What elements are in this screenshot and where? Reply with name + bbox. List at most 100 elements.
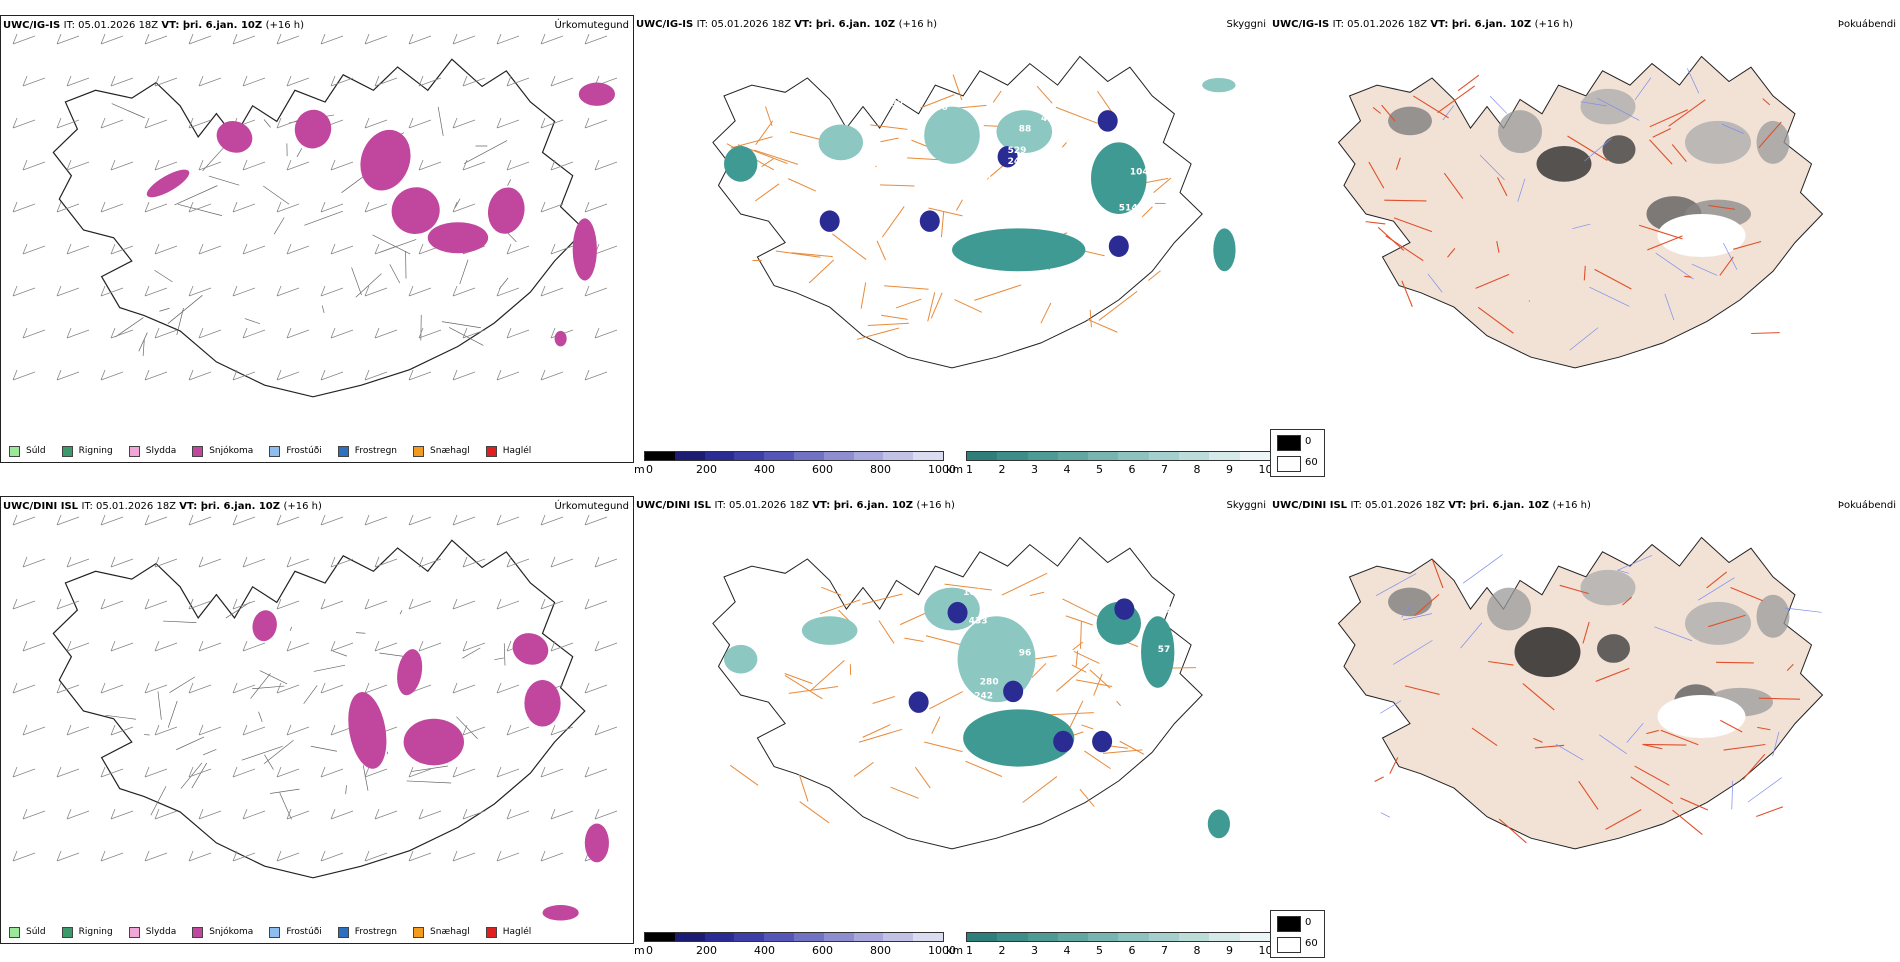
legend-swatch (129, 446, 140, 457)
legend-item: Rigning (62, 927, 113, 938)
road-line (1716, 662, 1754, 663)
colorbar-step (1118, 933, 1148, 941)
visibility-value-label: 112 (935, 186, 954, 196)
legend-label: Snjókoma (209, 446, 253, 456)
legend-swatch (486, 927, 497, 938)
wind-barb (57, 767, 79, 777)
colorbar-step (794, 933, 824, 941)
wind-barb (585, 599, 607, 609)
glacier-area (1658, 695, 1746, 738)
wind-barb (321, 34, 343, 44)
road-line (1375, 777, 1384, 782)
wind-barb (585, 370, 607, 380)
key-swatch (1277, 916, 1301, 932)
colorbar-step (883, 452, 913, 460)
wind-barb (321, 515, 343, 525)
visibility-value-label: 273 (1152, 606, 1171, 616)
wind-barb (13, 118, 35, 128)
legend-item: Snæhagl (413, 446, 470, 457)
legend-swatch (413, 446, 424, 457)
visibility-panel: UWC/DINI ISL IT: 05.01.2026 18Z VT: þri.… (634, 496, 1270, 944)
fog-map (1270, 496, 1900, 944)
legend-item: Haglél (486, 927, 532, 938)
key-label: 0 (1305, 917, 1311, 928)
wind-barb (497, 851, 519, 861)
visibility-value-label: 88 (1019, 125, 1032, 135)
colorbar-tick: 6 (1129, 463, 1136, 476)
legend-label: Snæhagl (430, 927, 470, 937)
colorbar-step (913, 452, 943, 460)
wind-barb (585, 515, 607, 525)
visibility-value-label: 537 (885, 100, 904, 110)
colorbar-tick: 4 (1064, 944, 1071, 957)
legend-label: Frostregn (355, 446, 397, 456)
wind-barb (287, 557, 309, 567)
wind-barb (23, 328, 45, 338)
legend-label: Snæhagl (430, 446, 470, 456)
road-line (1751, 333, 1779, 334)
wind-barb (23, 160, 45, 170)
key-swatch (1277, 937, 1301, 953)
wind-barb (111, 76, 133, 86)
colorbar-step (967, 933, 997, 941)
road-line (115, 318, 143, 337)
wind-barb (585, 202, 607, 212)
fog-index-area (1498, 110, 1542, 153)
legend-swatch (9, 446, 20, 457)
wind-barb (277, 34, 299, 44)
colorbar-unit: km (946, 463, 963, 476)
wind-barb (507, 809, 529, 819)
legend-item: Snjókoma (192, 927, 253, 938)
wind-barb (101, 515, 123, 525)
colorbar-step (1088, 452, 1118, 460)
low-visibility-area (924, 107, 980, 164)
legend-swatch (62, 446, 73, 457)
wind-barb (57, 370, 79, 380)
key-label: 0 (1305, 436, 1311, 447)
visibility-value-label: 319 (1013, 207, 1032, 217)
fog-index-area (1757, 595, 1790, 638)
precip-map (1, 16, 634, 440)
snow-area (428, 222, 488, 253)
low-visibility-area (819, 125, 863, 161)
legend-swatch (269, 927, 280, 938)
wind-barb (497, 515, 519, 525)
legend-item: Rigning (62, 446, 113, 457)
visibility-value-label: 144 (1102, 214, 1121, 224)
wind-barb (409, 515, 431, 525)
wind-barb (57, 515, 79, 525)
low-visibility-area (1208, 810, 1230, 839)
road-line (876, 166, 877, 167)
colorbar-step (794, 452, 824, 460)
colorbar-step (1149, 452, 1179, 460)
very-low-visibility-area (1092, 731, 1112, 752)
key-label: 60 (1305, 938, 1318, 949)
colorbar-step (913, 933, 943, 941)
legend-label: Snjókoma (209, 927, 253, 937)
wind-barb (13, 767, 35, 777)
snow-area (543, 905, 579, 921)
river-line (1490, 96, 1507, 113)
wind-barb (145, 515, 167, 525)
road-line (1672, 810, 1702, 834)
colorbar-step (1179, 933, 1209, 941)
legend-item: Súld (9, 446, 46, 457)
wind-barb (155, 557, 177, 567)
wind-barb (111, 557, 133, 567)
road-line (730, 765, 758, 785)
colorbar-step (1058, 933, 1088, 941)
wind-barb (595, 557, 617, 567)
very-low-visibility-area (820, 210, 840, 231)
wind-barb (541, 515, 563, 525)
low-visibility-area (1202, 78, 1235, 92)
colorbar-step (764, 933, 794, 941)
wind-barb (57, 851, 79, 861)
fog-index-area (1388, 588, 1432, 617)
wind-barb (101, 34, 123, 44)
wind-barb (13, 599, 35, 609)
